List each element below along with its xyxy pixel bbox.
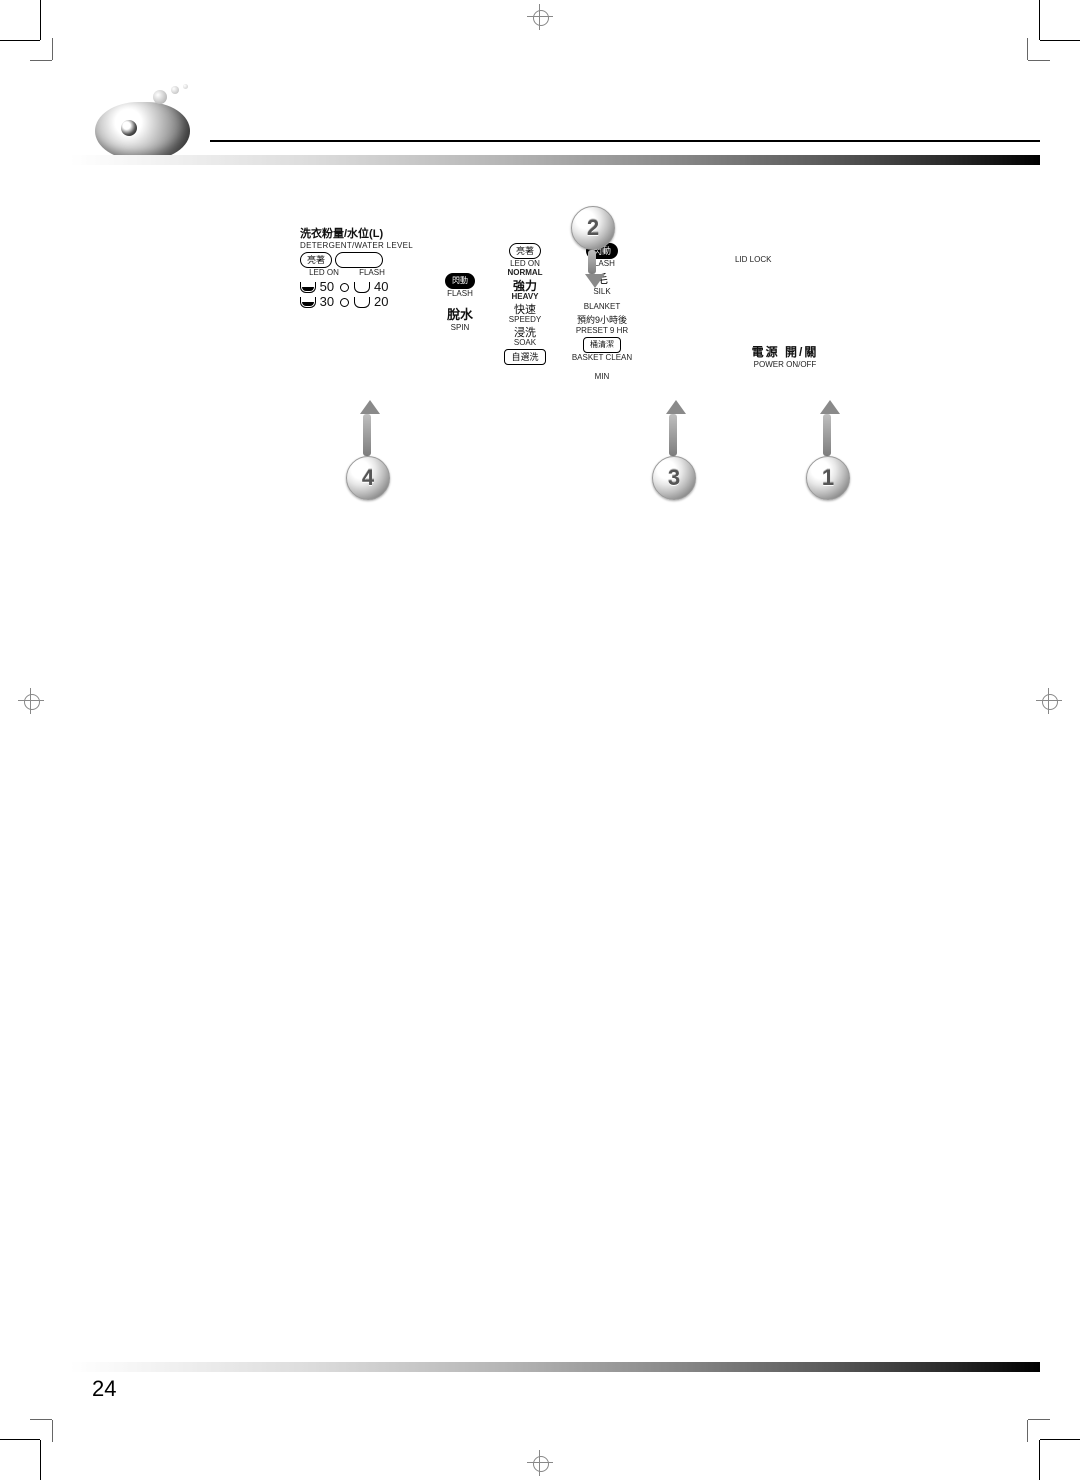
- detergent-title-en: DETERGENT/WATER LEVEL: [300, 241, 430, 250]
- frame-corner: [52, 38, 53, 60]
- level-20: 20: [374, 294, 388, 309]
- step-badge-2: 2: [571, 206, 615, 250]
- level-30: 30: [320, 294, 334, 309]
- registration-mark: [529, 6, 551, 28]
- crop-mark: [40, 0, 41, 40]
- opt-blanket-en: BLANKET: [562, 302, 642, 311]
- cup-icon: [300, 297, 316, 308]
- arrow-up-icon: [820, 400, 834, 456]
- lid-lock-label: LID LOCK: [735, 255, 771, 264]
- cup-icon: [354, 297, 370, 308]
- step-badge-3: 3: [652, 456, 696, 500]
- frame-corner: [1028, 1419, 1050, 1420]
- crop-mark: [1040, 1439, 1080, 1440]
- registration-mark: [1038, 690, 1060, 712]
- prog-normal: NORMAL: [490, 268, 560, 277]
- frame-corner: [30, 1419, 52, 1420]
- arrow-up-icon: [360, 400, 374, 456]
- level-50: 50: [320, 279, 334, 294]
- crop-mark: [1039, 0, 1040, 40]
- spin-flash-pill: 閃動: [445, 273, 475, 289]
- frame-corner: [52, 1420, 53, 1442]
- detergent-section: 洗衣粉量/水位(L) DETERGENT/WATER LEVEL 亮著 LED …: [300, 225, 430, 309]
- header-rule: [210, 140, 1040, 142]
- arrow-down-icon: [585, 250, 599, 288]
- crop-mark: [1039, 1440, 1040, 1480]
- frame-corner: [1028, 60, 1050, 61]
- opt-silk-en: SILK: [562, 287, 642, 296]
- page-number: 24: [92, 1376, 116, 1402]
- spin-cn: 脫水: [430, 304, 490, 323]
- spin-en: SPIN: [430, 323, 490, 332]
- registration-mark: [20, 690, 42, 712]
- frame-corner: [30, 60, 52, 61]
- prog-heavy-en: HEAVY: [490, 292, 560, 301]
- power-cn: 電源 開/關: [730, 343, 840, 360]
- spin-section: 閃動 FLASH 脫水 SPIN: [430, 273, 490, 332]
- opt-basket-pill: 桶清潔: [583, 337, 621, 353]
- opt-basket-en: BASKET CLEAN: [562, 353, 642, 362]
- led-on-pill: 亮著: [300, 252, 332, 268]
- crop-mark: [1040, 40, 1080, 41]
- program-section: 亮著 LED ON NORMAL 強力 HEAVY 快速 SPEEDY 浸洗 S…: [490, 243, 560, 365]
- crop-mark: [40, 1440, 41, 1480]
- prog-soak-en: SOAK: [490, 338, 560, 347]
- opt-preset-en: PRESET 9 HR: [562, 326, 642, 335]
- registration-mark: [529, 1452, 551, 1474]
- frame-corner: [1027, 1420, 1028, 1442]
- program-led-en: LED ON: [490, 259, 560, 268]
- opt-min: MIN: [562, 372, 642, 381]
- opt-preset-cn: 預約9小時後: [562, 313, 642, 326]
- program-bottom-pill: 自選洗: [504, 349, 545, 365]
- bubble-logo: [95, 80, 205, 160]
- header-gradient-bar: [70, 155, 1040, 165]
- power-en: POWER ON/OFF: [730, 360, 840, 369]
- power-section: 電源 開/關 POWER ON/OFF: [730, 343, 840, 369]
- led-on-en: LED ON: [300, 268, 348, 277]
- footer-gradient-bar: [70, 1362, 1040, 1372]
- level-40: 40: [374, 279, 388, 294]
- cup-icon: [354, 282, 370, 293]
- manual-page: 洗衣粉量/水位(L) DETERGENT/WATER LEVEL 亮著 LED …: [0, 0, 1080, 1480]
- cup-icon: [300, 282, 316, 293]
- prog-speedy-en: SPEEDY: [490, 315, 560, 324]
- program-led-pill: 亮著: [509, 243, 541, 259]
- detergent-title-cn: 洗衣粉量/水位(L): [300, 225, 430, 241]
- led-icon: [340, 283, 349, 292]
- crop-mark: [0, 1439, 40, 1440]
- frame-corner: [1027, 38, 1028, 60]
- spin-flash-sub: FLASH: [430, 289, 490, 298]
- step-badge-4: 4: [346, 456, 390, 500]
- led-icon: [340, 298, 349, 307]
- step-badge-1: 1: [806, 456, 850, 500]
- opt-flash-en: FLASH: [562, 259, 642, 268]
- arrow-up-icon: [666, 400, 680, 456]
- control-panel-diagram: 洗衣粉量/水位(L) DETERGENT/WATER LEVEL 亮著 LED …: [300, 225, 860, 395]
- flash-pill: [335, 252, 383, 268]
- options-section: 閃動 FLASH 毛 SILK BLANKET 預約9小時後 PRESET 9 …: [562, 243, 642, 381]
- crop-mark: [0, 40, 40, 41]
- flash-en: FLASH: [348, 268, 396, 277]
